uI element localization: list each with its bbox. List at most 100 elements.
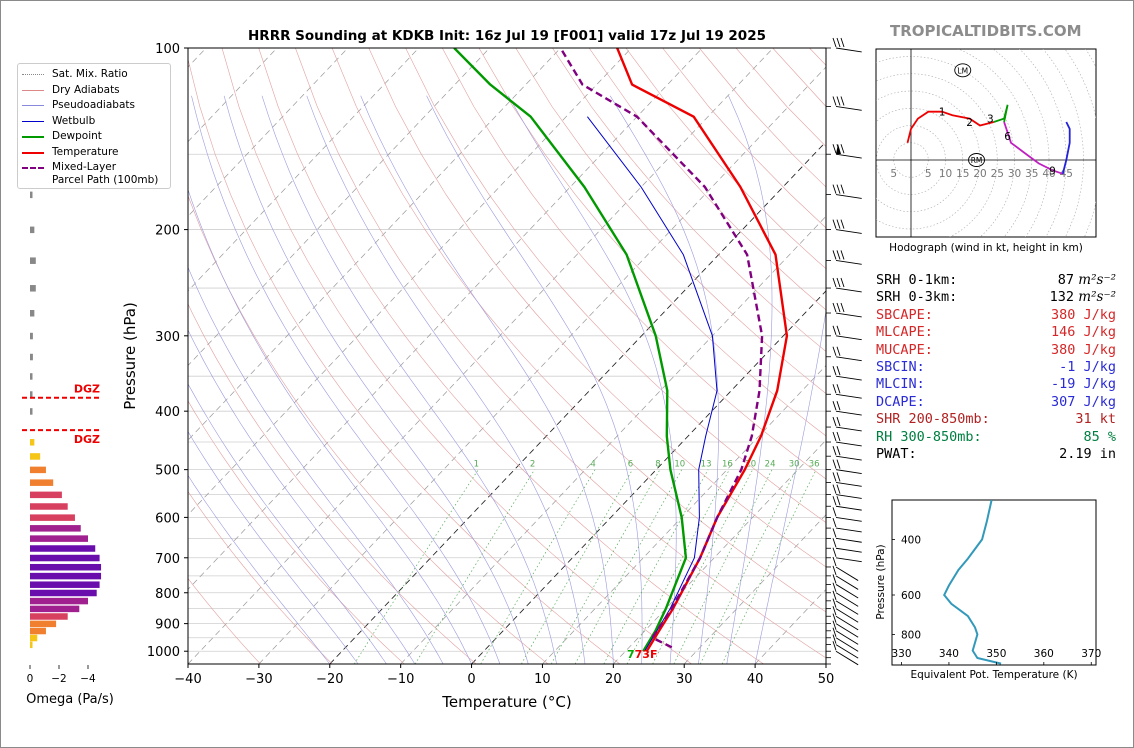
barb-staff — [835, 608, 859, 623]
barb-flag — [832, 641, 837, 651]
isotherm-line — [471, 290, 826, 664]
stat-label: DCAPE: — [876, 393, 925, 410]
dry-adiabat — [442, 48, 826, 480]
stat-label: PWAT: — [876, 445, 917, 462]
chart-title: HRRR Sounding at KDKB Init: 16z Jul 19 [… — [248, 28, 766, 44]
skewt-background-lines: 1 2 4 6 8 10 13 16 20 24 30 36 — [188, 48, 826, 664]
barb-staff — [835, 455, 862, 461]
omega-bar — [30, 353, 33, 361]
stat-label: SBCAPE: — [876, 306, 933, 323]
theta-e-y-tick-label: 400 — [901, 534, 921, 546]
isotherm-line — [400, 215, 826, 664]
omega-xlabel: Omega (Pa/s) — [26, 692, 114, 707]
skewt-xlabel: Temperature (°C) — [441, 693, 571, 711]
barb-staff — [835, 644, 859, 659]
mixing-ratio-line — [521, 469, 633, 664]
isotherm-line — [188, 48, 490, 367]
barb-flag — [840, 219, 845, 229]
stat-value: -19 J/kg — [1051, 376, 1116, 392]
theta-e-panel: 330 340 350 360 370 400 600 800 — [891, 499, 1101, 666]
barb-flag — [832, 528, 837, 538]
omega-bar — [30, 589, 97, 597]
legend-label: Temperature — [52, 145, 119, 158]
omega-bar — [30, 373, 33, 380]
stat-number: -1 J/kg — [1059, 358, 1116, 375]
stat-value: 380 J/kg — [1051, 342, 1116, 358]
barb-staff — [835, 469, 862, 474]
hodograph-ring-label: 15 — [956, 168, 969, 180]
stat-label: SRH 0-3km: — [876, 289, 958, 306]
mixing-ratio-line — [414, 469, 535, 664]
barb-flag — [836, 96, 841, 106]
x-tick-label: −40 — [174, 672, 201, 687]
wind-barb — [832, 277, 862, 293]
y-tick-label: 300 — [155, 330, 180, 345]
pseudoadiabat — [726, 95, 773, 664]
dry-adiabat — [221, 48, 692, 664]
stat-number: 2.19 in — [1059, 445, 1116, 462]
theta-e-x-tick-label: 340 — [939, 648, 959, 660]
barb-staff — [835, 575, 859, 590]
stat-value: 380 J/kg — [1051, 307, 1116, 323]
skewt-profiles — [453, 48, 789, 652]
barb-staff — [835, 494, 862, 499]
dry-adiabat — [258, 48, 764, 664]
isotherm-line — [258, 66, 826, 664]
legend-label: Sat. Mix. Ratio — [52, 68, 128, 80]
y-tick-label: 400 — [155, 405, 180, 420]
stat-number: 307 J/kg — [1050, 393, 1116, 410]
mixing-ratio-label: 2 — [530, 460, 535, 470]
hodograph-caption: Hodograph (wind in kt, height in km) — [889, 242, 1083, 254]
barb-flag — [832, 325, 837, 335]
barb-flag — [832, 366, 837, 376]
omega-bar — [30, 554, 100, 562]
barb-staff — [835, 410, 862, 416]
barb-flag — [836, 459, 841, 469]
barb-flag — [840, 302, 845, 313]
barb-flag — [836, 384, 841, 394]
y-tick-label: 800 — [155, 587, 180, 602]
barb-flag — [840, 37, 845, 48]
wind-barb — [832, 472, 862, 487]
storm-motion-lm-marker — [954, 63, 972, 78]
barb-flag — [832, 547, 837, 557]
mixing-ratio-line — [574, 469, 683, 664]
omega-bar — [30, 453, 41, 460]
mixing-ratio-line — [354, 469, 479, 664]
barb-flag — [832, 96, 837, 106]
wind-barb — [832, 507, 862, 522]
y-tick-label: 200 — [155, 224, 180, 239]
hodograph-height-label: 6 — [1004, 131, 1011, 143]
wind-barb — [832, 346, 862, 362]
pseudoadiabat — [188, 474, 331, 664]
surface-temp-label: 773F — [627, 648, 657, 661]
y-tick-label: 600 — [155, 511, 180, 526]
stat-number: -19 J/kg — [1050, 376, 1116, 393]
barb-flag — [840, 250, 845, 260]
theta-e-y-tick-label: 600 — [901, 590, 921, 602]
legend-swatch — [22, 120, 44, 122]
stat-value: 31 kt — [1075, 411, 1116, 427]
y-tick-label: 100 — [155, 42, 180, 57]
mixing-ratio-line — [721, 469, 817, 664]
stat-row: MLCIN: -19 J/kg — [876, 376, 1126, 393]
omega-bar — [30, 479, 54, 486]
barb-staff — [835, 375, 862, 381]
wind-barb — [832, 459, 862, 474]
wind-barb — [832, 219, 862, 234]
barb-flag — [836, 325, 841, 335]
barb-flag — [832, 250, 837, 260]
pseudoadiabat — [223, 95, 529, 664]
legend-swatch — [22, 151, 44, 154]
wind-barb — [832, 556, 859, 581]
omega-bar — [30, 226, 35, 234]
barb-flag — [836, 484, 841, 494]
y-tick-label: 1000 — [147, 645, 180, 660]
isotherm-line — [329, 141, 826, 664]
barb-staff — [835, 47, 862, 53]
wind-pennant — [836, 144, 841, 154]
stat-label: MLCAPE: — [876, 324, 933, 341]
barb-flag — [832, 538, 837, 548]
barb-flag — [836, 416, 841, 427]
legend-label: Wetbulb — [52, 114, 96, 127]
